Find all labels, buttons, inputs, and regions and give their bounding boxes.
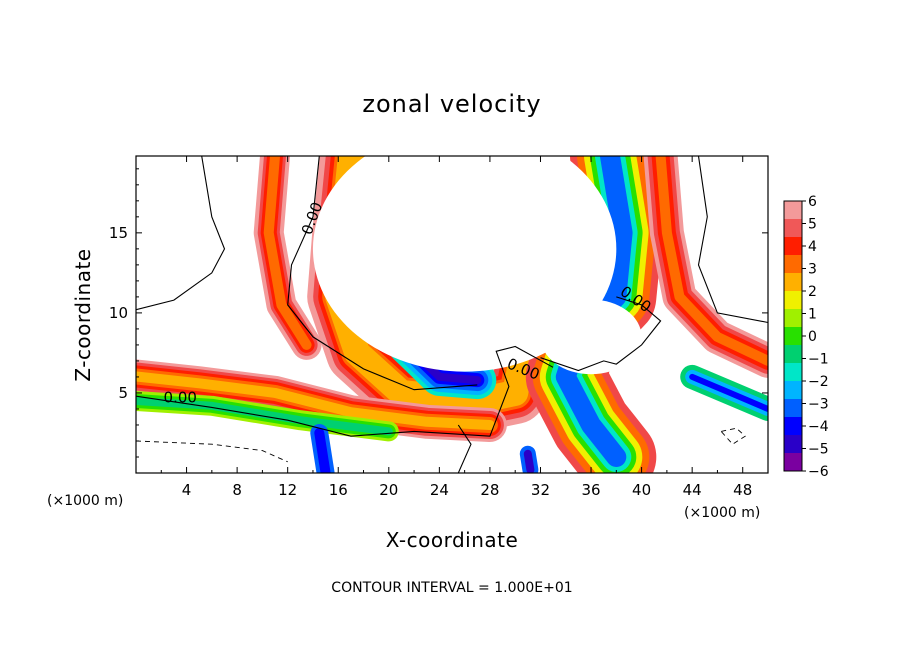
y-tick-label: 10	[109, 304, 128, 322]
x-unit-right: (×1000 m)	[684, 505, 760, 521]
colorbar-swatch	[784, 237, 802, 256]
velocity-field	[136, 156, 768, 473]
zero-contour	[287, 156, 478, 391]
x-tick-label: 36	[581, 481, 600, 499]
positive-plume-left-layer	[263, 156, 312, 350]
colorbar-swatch	[784, 345, 802, 364]
bottom-negative-spot-layer	[523, 449, 535, 473]
colorbar-swatch	[784, 399, 802, 418]
colorbar-label: −6	[808, 464, 829, 480]
colorbar-label: −1	[808, 352, 829, 368]
colorbar-label: −4	[808, 419, 829, 435]
colorbar-swatch	[784, 201, 802, 220]
colorbar-swatch	[784, 327, 802, 346]
plot-frame	[135, 155, 769, 474]
colorbar-swatch	[784, 273, 802, 292]
white-pocket	[540, 299, 642, 375]
contour-label: 0.00	[164, 389, 197, 407]
negative-contour	[136, 440, 288, 463]
zero-contour-thin	[457, 424, 472, 473]
x-tick-label: 16	[329, 481, 348, 499]
colorbar-swatch	[784, 363, 802, 382]
low-level-jet-layer	[136, 371, 495, 430]
colorbar-swatch	[784, 255, 802, 274]
contour-interval-note: CONTOUR INTERVAL = 1.000E+01	[331, 580, 572, 596]
negative-contour	[720, 427, 746, 445]
x-tick-label: 48	[733, 481, 752, 499]
x-axis: 4 8 12 16 20 24 28 32 36 40 44 48	[160, 156, 752, 499]
zero-contour	[540, 296, 662, 372]
x-tick-label: 32	[531, 481, 550, 499]
colorbar-label: 6	[808, 194, 817, 210]
colorbar-swatch	[784, 291, 802, 310]
colorbar-label: 5	[808, 217, 817, 233]
colorbar-swatch	[784, 219, 802, 238]
y-tick-label: 15	[109, 224, 128, 242]
y-axis-title: Z-coordinate	[71, 248, 95, 381]
colorbar-swatch	[784, 417, 802, 436]
colorbar-swatch	[784, 453, 802, 472]
colorbar-swatch	[784, 381, 802, 400]
x-tick-label: 20	[379, 481, 398, 499]
y-axis: 5 10 15	[109, 168, 768, 458]
low-level-jet-core-layer	[136, 396, 393, 436]
colorbar-label: −5	[808, 442, 829, 458]
colorbar-label: 2	[808, 284, 817, 300]
colorbar-label: −3	[808, 397, 829, 413]
colorbar-swatch	[784, 435, 802, 454]
colorbar: 6 5 4 3 2 1 0 −1 −2 −3 −4 −5 −6	[783, 194, 829, 480]
x-unit-left: (×1000 m)	[47, 493, 123, 509]
x-tick-label: 12	[278, 481, 297, 499]
x-tick-label: 44	[683, 481, 702, 499]
x-tick-label: 8	[232, 481, 242, 499]
colorbar-label: 1	[808, 307, 817, 323]
zero-contour	[136, 345, 554, 437]
y-tick-label: 5	[118, 384, 128, 402]
colorbar-swatch	[784, 309, 802, 328]
right-low-jet-layer	[689, 373, 768, 412]
x-tick-label: 4	[182, 481, 192, 499]
right-positive-flank-layer	[655, 156, 768, 366]
zero-contour-thin	[136, 156, 226, 311]
colorbar-label: 0	[808, 329, 817, 345]
white-pocket	[313, 156, 617, 372]
colorbar-label: 4	[808, 239, 817, 255]
x-tick-label: 40	[632, 481, 651, 499]
colorbar-label: −2	[808, 374, 829, 390]
x-tick-label: 24	[430, 481, 449, 499]
chart-title: zonal velocity	[362, 90, 541, 118]
zero-contour-thin	[697, 156, 768, 324]
x-axis-title: X-coordinate	[386, 528, 519, 552]
negative-foot-layer	[314, 428, 331, 473]
colorbar-label: 3	[808, 262, 817, 278]
x-tick-label: 28	[480, 481, 499, 499]
